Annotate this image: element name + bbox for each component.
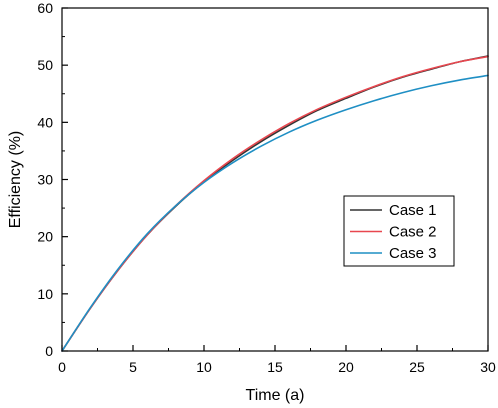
x-tick-label: 0	[58, 359, 66, 375]
series-layer	[61, 55, 489, 352]
x-tick-label: 25	[409, 359, 425, 375]
legend-label-2: Case 2	[389, 224, 437, 241]
plot-frame	[61, 7, 489, 352]
legend-label-1: Case 1	[389, 202, 437, 219]
y-tick-label: 20	[37, 229, 53, 245]
series-line-3	[61, 74, 489, 352]
y-tick-label: 10	[37, 286, 53, 302]
x-tick-label: 15	[267, 359, 283, 375]
y-tick-label: 60	[37, 0, 53, 16]
y-axis-title: Efficiency (%)	[7, 131, 24, 229]
x-tick-label: 10	[196, 359, 212, 375]
tick-layer: 0 5 10 15 20 25 30 0 10 20 30 40 50 60	[37, 0, 496, 375]
y-tick-label: 40	[37, 114, 53, 130]
legend-label-3: Case 3	[389, 245, 437, 262]
x-tick-label: 30	[480, 359, 496, 375]
x-tick-label: 5	[129, 359, 137, 375]
x-tick-label: 20	[338, 359, 354, 375]
y-tick-label: 30	[37, 172, 53, 188]
y-tick-label: 0	[45, 343, 53, 359]
legend: Case 1 Case 2 Case 3	[343, 195, 455, 267]
x-axis-title: Time (a)	[246, 387, 305, 404]
y-tick-label: 50	[37, 57, 53, 73]
